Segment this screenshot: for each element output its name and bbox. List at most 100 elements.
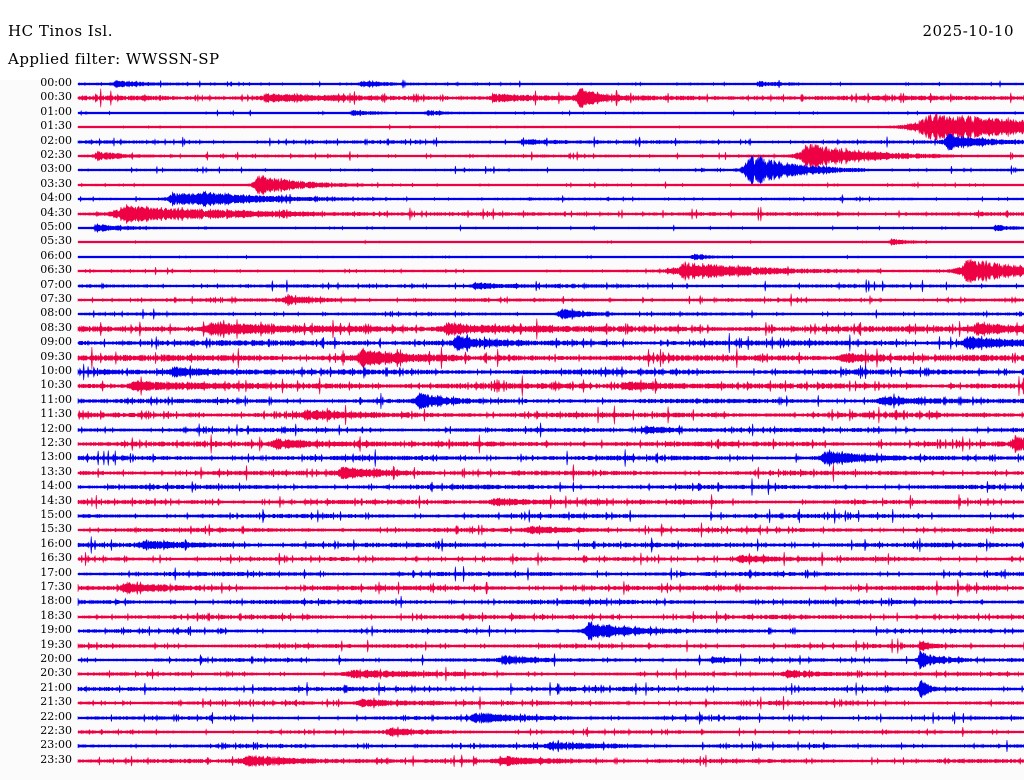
trace-row: 00:30 — [0, 88, 1024, 109]
time-tick-label: 09:30 — [40, 349, 72, 363]
header: HC Tinos Isl. 2025-10-10 Applied filter:… — [0, 0, 1024, 80]
trace-row: 20:30 — [0, 666, 1024, 684]
time-tick-label: 13:00 — [40, 450, 72, 464]
time-tick-label: 12:30 — [40, 436, 72, 449]
trace-row: 20:00 — [0, 650, 1024, 670]
trace-row: 19:30 — [0, 637, 1024, 656]
observation-date: 2025-10-10 — [922, 22, 1014, 40]
seismic-trace — [77, 82, 1024, 114]
seismic-trace — [77, 399, 1024, 431]
time-tick-label: 00:00 — [40, 76, 72, 89]
seismic-trace — [77, 745, 1024, 777]
time-tick-label: 18:30 — [40, 608, 72, 622]
seismic-trace — [77, 414, 1024, 446]
seismic-trace — [77, 486, 1024, 518]
trace-row: 11:30 — [0, 405, 1024, 426]
trace-row: 14:00 — [0, 478, 1024, 497]
trace-row: 15:00 — [0, 508, 1024, 526]
trace-row: 05:00 — [0, 221, 1024, 238]
time-tick-label: 02:30 — [40, 148, 72, 161]
seismic-trace — [77, 702, 1024, 734]
trace-row: 14:30 — [0, 493, 1024, 512]
trace-row: 18:00 — [0, 594, 1024, 612]
seismic-trace — [77, 514, 1024, 546]
seismic-trace — [77, 385, 1024, 417]
time-tick-label: 07:30 — [40, 292, 72, 305]
seismic-trace — [77, 183, 1024, 215]
trace-row: 03:00 — [0, 156, 1024, 185]
trace-row: 11:00 — [0, 391, 1024, 411]
seismic-trace — [77, 442, 1024, 474]
trace-row: 12:00 — [0, 421, 1024, 440]
seismic-trace — [77, 342, 1024, 374]
time-tick-label: 15:30 — [40, 522, 72, 536]
seismic-trace — [77, 630, 1024, 662]
time-tick-label: 16:00 — [40, 536, 72, 550]
seismic-trace — [77, 730, 1024, 762]
trace-row: 05:30 — [0, 234, 1024, 252]
time-tick-label: 05:30 — [40, 234, 72, 248]
time-tick-label: 06:30 — [40, 263, 72, 277]
time-tick-label: 18:00 — [40, 594, 72, 608]
seismic-trace — [77, 255, 1024, 287]
time-tick-label: 14:30 — [40, 493, 72, 507]
trace-row: 18:30 — [0, 608, 1024, 627]
trace-row: 17:00 — [0, 565, 1024, 584]
trace-row: 12:30 — [0, 434, 1024, 454]
trace-row: 02:30 — [0, 143, 1024, 169]
trace-row: 19:00 — [0, 621, 1024, 641]
time-tick-label: 15:00 — [40, 508, 72, 521]
trace-row: 22:00 — [0, 710, 1024, 728]
seismic-trace — [77, 313, 1024, 345]
seismic-trace — [77, 500, 1024, 532]
trace-row: 17:30 — [0, 579, 1024, 598]
seismic-trace — [77, 270, 1024, 302]
seismic-trace — [77, 140, 1024, 172]
time-tick-label: 10:30 — [40, 378, 72, 392]
seismic-trace — [77, 356, 1024, 388]
trace-row: 07:00 — [0, 277, 1024, 296]
time-tick-label: 22:30 — [40, 724, 72, 737]
seismic-trace — [77, 471, 1024, 503]
time-tick-label: 06:00 — [40, 248, 72, 262]
seismic-trace — [77, 601, 1024, 633]
trace-row: 16:00 — [0, 536, 1024, 555]
seismic-trace — [77, 687, 1024, 719]
trace-row: 01:30 — [0, 112, 1024, 142]
time-tick-label: 02:00 — [40, 133, 72, 147]
time-tick-label: 09:00 — [40, 335, 72, 349]
time-tick-label: 20:00 — [40, 652, 72, 665]
trace-row: 10:30 — [0, 375, 1024, 397]
trace-row: 10:00 — [0, 363, 1024, 382]
time-tick-label: 08:30 — [40, 320, 72, 334]
time-tick-label: 01:30 — [40, 119, 72, 133]
time-tick-label: 11:00 — [40, 392, 72, 406]
time-tick-label: 07:00 — [40, 277, 72, 291]
time-tick-label: 20:30 — [40, 666, 72, 680]
seismic-trace — [77, 543, 1024, 575]
trace-row: 06:00 — [0, 248, 1024, 267]
trace-row: 03:30 — [0, 174, 1024, 195]
time-tick-label: 21:30 — [40, 695, 72, 709]
seismic-trace — [77, 615, 1024, 647]
seismic-trace — [77, 673, 1024, 705]
trace-row: 02:00 — [0, 132, 1024, 152]
seismic-trace — [77, 586, 1024, 618]
seismic-trace — [77, 558, 1024, 590]
time-tick-label: 19:30 — [40, 637, 72, 651]
seismic-trace — [77, 169, 1024, 201]
trace-row: 23:00 — [0, 739, 1024, 756]
seismic-trace — [77, 327, 1024, 359]
trace-row: 07:30 — [0, 292, 1024, 310]
seismic-trace — [77, 284, 1024, 316]
trace-row: 04:30 — [0, 203, 1024, 224]
trace-row: 13:30 — [0, 464, 1024, 483]
seismic-trace — [77, 298, 1024, 330]
time-tick-label: 04:00 — [40, 191, 72, 205]
seismic-trace — [77, 198, 1024, 230]
seismic-trace — [77, 241, 1024, 273]
time-tick-label: 12:00 — [40, 421, 72, 435]
trace-row: 13:00 — [0, 449, 1024, 468]
time-tick-label: 17:30 — [40, 580, 72, 593]
trace-row: 08:00 — [0, 307, 1024, 324]
